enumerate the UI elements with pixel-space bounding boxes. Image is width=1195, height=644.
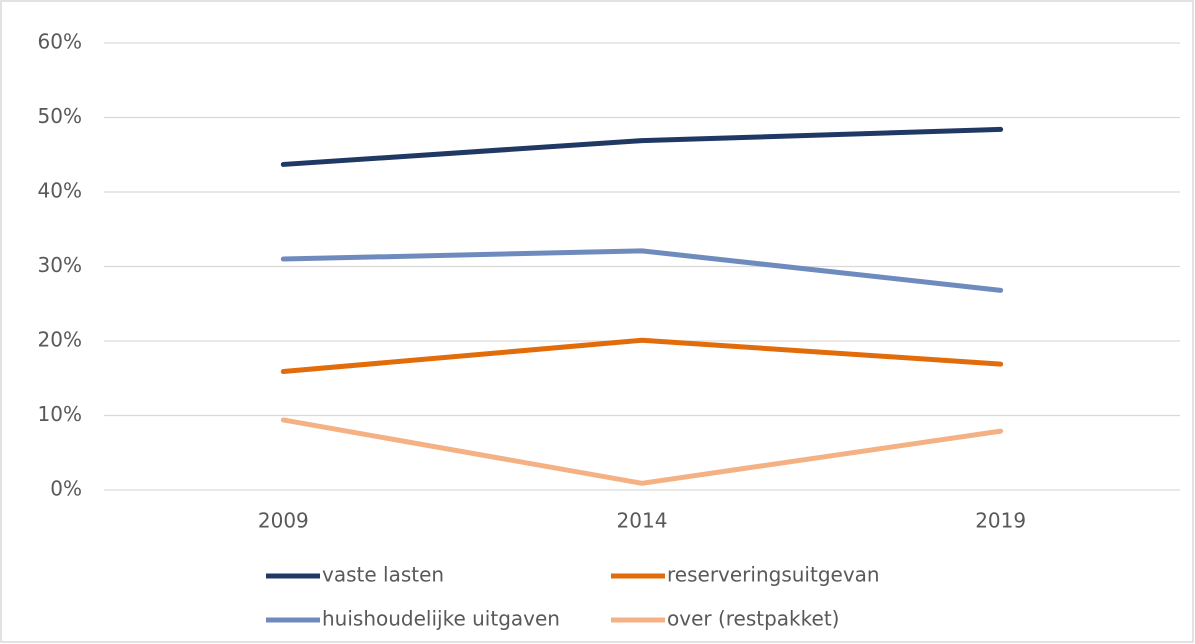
x-tick-label: 2019 (975, 509, 1026, 533)
x-tick-label: 2009 (258, 509, 309, 533)
y-tick-label: 20% (38, 328, 82, 352)
y-tick-label: 30% (38, 253, 82, 277)
y-tick-label: 10% (38, 402, 82, 426)
y-tick-label: 0% (50, 477, 82, 501)
y-tick-label: 40% (38, 179, 82, 203)
series-line (280, 337, 1004, 375)
legend-label: reserveringsuitgevan (667, 563, 880, 587)
y-tick-label: 50% (38, 104, 82, 128)
legend-label: vaste lasten (322, 563, 444, 587)
series-line (280, 248, 1004, 293)
y-tick-label: 60% (38, 30, 82, 54)
legend-label: huishoudelijke uitgaven (322, 607, 560, 631)
x-tick-label: 2014 (617, 509, 668, 533)
legend-label: over (restpakket) (667, 607, 839, 631)
series-line (280, 417, 1004, 486)
series-line (280, 126, 1004, 167)
